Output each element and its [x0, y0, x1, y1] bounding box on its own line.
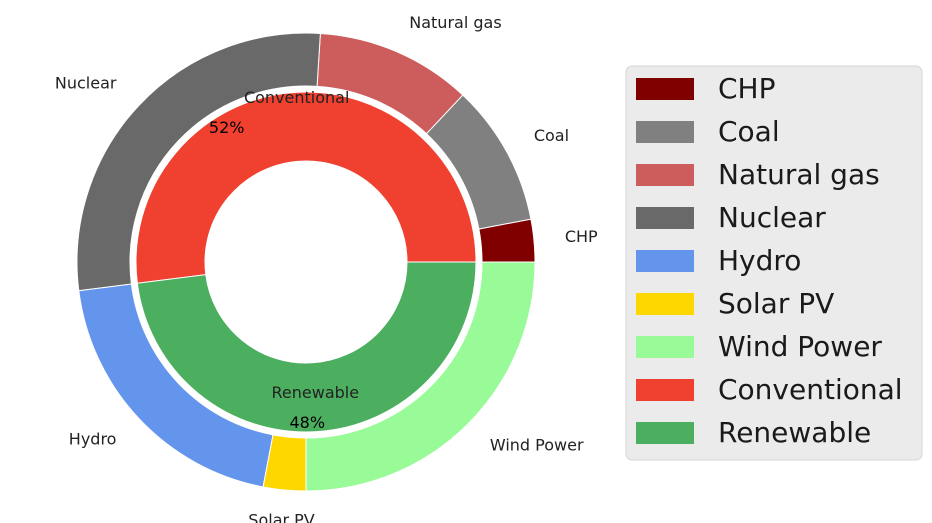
outer-slice-wind-power	[305, 261, 536, 492]
legend-swatch-wind-power	[636, 336, 694, 358]
outer-label-chp: CHP	[565, 227, 598, 246]
legend-label-hydro: Hydro	[718, 244, 801, 277]
legend-label-nuclear: Nuclear	[718, 201, 826, 234]
outer-label-nuclear: Nuclear	[55, 74, 117, 93]
inner-ring	[135, 91, 477, 433]
inner-label-conventional: Conventional	[244, 88, 349, 107]
inner-pct-renewable: 48%	[290, 413, 326, 432]
legend-label-natural-gas: Natural gas	[718, 158, 880, 191]
inner-label-renewable: Renewable	[272, 383, 360, 402]
outer-ring	[76, 32, 536, 492]
inner-pct-conventional: 52%	[209, 118, 245, 137]
outer-label-solar-pv: Solar PV	[248, 510, 315, 523]
outer-labels: CHP Coal Natural gas Nuclear Hydro Solar PV Wi…	[55, 13, 598, 523]
legend-label-coal: Coal	[718, 115, 780, 148]
legend-swatch-nuclear	[636, 207, 694, 229]
outer-label-coal: Coal	[534, 126, 569, 145]
legend-swatch-hydro	[636, 250, 694, 272]
inner-labels: Conventional 52% Renewable 48%	[209, 88, 359, 432]
legend-label-wind-power: Wind Power	[718, 330, 882, 363]
legend-entries: CHP Coal Natural gas Nuclear Hydro Solar PV Wi…	[636, 72, 903, 449]
outer-label-hydro: Hydro	[69, 429, 117, 448]
legend-label-chp: CHP	[718, 72, 776, 105]
legend: CHP Coal Natural gas Nuclear Hydro Solar PV Wi…	[625, 65, 923, 461]
legend-label-conventional: Conventional	[718, 373, 903, 406]
legend-swatch-solar-pv	[636, 293, 694, 315]
inner-slice-conventional	[135, 91, 477, 284]
legend-label-renewable: Renewable	[718, 416, 871, 449]
legend-swatch-renewable	[636, 422, 694, 444]
outer-label-wind-power: Wind Power	[490, 435, 584, 454]
inner-slice-renewable	[136, 261, 477, 433]
legend-swatch-natural-gas	[636, 164, 694, 186]
legend-swatch-conventional	[636, 379, 694, 401]
legend-swatch-coal	[636, 121, 694, 143]
legend-label-solar-pv: Solar PV	[718, 287, 834, 320]
outer-label-natural-gas: Natural gas	[409, 13, 501, 32]
legend-box	[625, 65, 923, 461]
legend-swatch-chp	[636, 78, 694, 100]
